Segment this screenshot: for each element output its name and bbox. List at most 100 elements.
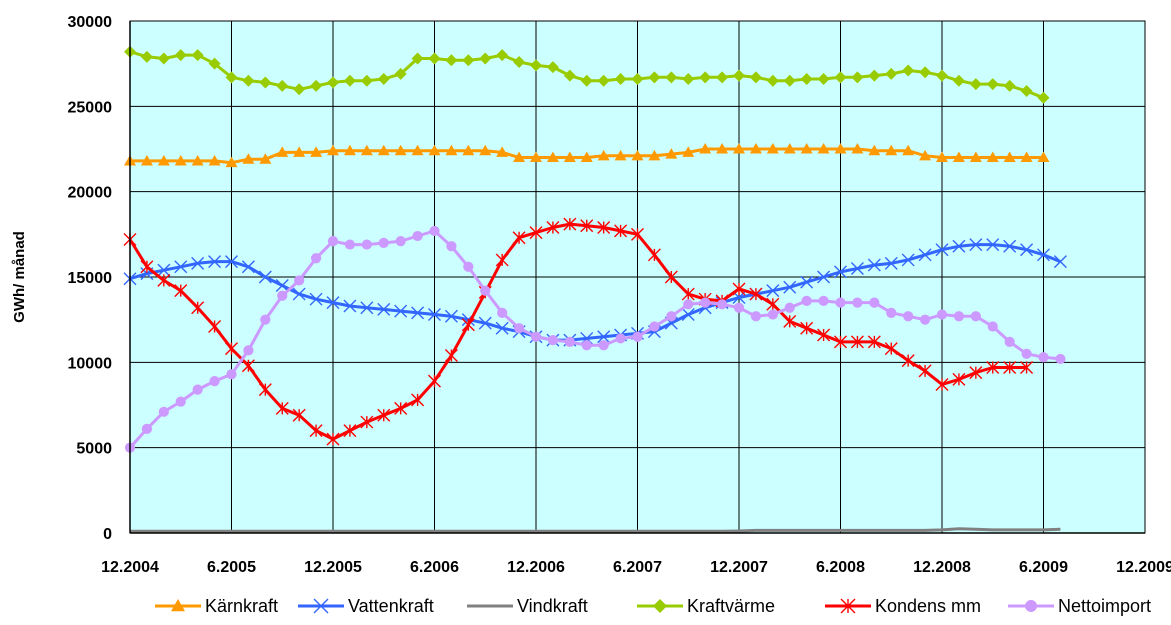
data-point — [681, 287, 695, 301]
data-point — [174, 260, 188, 274]
data-point — [614, 149, 627, 161]
data-point — [699, 143, 712, 154]
data-point — [428, 144, 441, 156]
data-point — [783, 280, 797, 294]
data-point — [952, 151, 965, 163]
data-point — [952, 239, 966, 253]
y-tick-label: 30000 — [68, 14, 113, 31]
data-point — [191, 49, 204, 62]
legend-entry: Kärnkraft — [155, 596, 278, 616]
data-point — [377, 73, 390, 86]
legend-entry: Kraftvärme — [637, 596, 775, 616]
data-point — [936, 151, 948, 163]
data-point — [377, 144, 390, 156]
x-tick-label: 6.2009 — [1019, 559, 1068, 576]
data-point — [919, 66, 932, 79]
data-point — [851, 71, 864, 84]
data-point — [226, 369, 237, 380]
data-point — [1003, 239, 1017, 253]
data-point — [749, 143, 762, 154]
data-point — [428, 52, 441, 65]
data-point — [495, 321, 509, 335]
data-point — [360, 144, 373, 156]
data-point — [700, 297, 711, 308]
legend-label: Vindkraft — [517, 596, 588, 616]
y-tick-label: 0 — [103, 526, 112, 543]
data-point — [1020, 84, 1033, 97]
data-point — [411, 52, 424, 65]
data-point — [496, 49, 509, 62]
data-point — [766, 284, 780, 298]
legend-label: Nettoimport — [1058, 596, 1151, 616]
data-point — [258, 270, 272, 284]
x-tick-label: 6.2006 — [410, 559, 459, 576]
data-point — [732, 282, 746, 296]
data-point — [394, 401, 408, 415]
data-point — [970, 311, 981, 322]
data-point — [445, 144, 458, 156]
data-point — [767, 309, 778, 320]
data-point — [1025, 600, 1037, 612]
data-point — [902, 64, 915, 77]
data-point — [530, 331, 542, 342]
data-point — [580, 151, 593, 163]
data-point — [580, 74, 593, 87]
data-point — [986, 78, 999, 91]
series-line — [130, 527, 1061, 533]
data-point — [326, 432, 340, 446]
x-tick-label: 12.2009 — [1116, 559, 1171, 576]
data-point — [171, 599, 185, 612]
data-point — [766, 297, 780, 311]
data-point — [733, 69, 745, 82]
data-point — [276, 146, 289, 157]
data-point — [258, 383, 272, 397]
data-point — [243, 345, 254, 356]
data-point — [530, 59, 542, 72]
data-point — [852, 297, 863, 308]
data-point — [1003, 79, 1016, 92]
data-point — [208, 255, 222, 269]
data-point — [649, 321, 660, 332]
data-point — [242, 153, 255, 164]
data-point — [361, 239, 372, 250]
data-point — [869, 297, 880, 308]
data-point — [884, 256, 898, 270]
data-point — [546, 61, 559, 74]
data-point — [344, 239, 356, 250]
data-point — [377, 302, 391, 316]
data-point — [326, 296, 340, 310]
data-point — [208, 154, 221, 166]
data-point — [293, 146, 306, 157]
data-point — [411, 144, 424, 156]
series-kraftv-rme — [124, 45, 1050, 104]
data-point — [834, 335, 847, 349]
data-point — [818, 295, 829, 306]
data-point — [497, 307, 508, 318]
data-point — [631, 73, 644, 86]
data-point — [783, 74, 796, 87]
data-point — [546, 151, 559, 163]
legend-entry: Kondens mm — [825, 596, 981, 616]
data-point — [242, 74, 255, 87]
data-point — [885, 67, 898, 80]
data-point — [309, 424, 323, 438]
series-layer — [123, 45, 1067, 533]
data-point — [598, 340, 609, 351]
data-point — [901, 354, 915, 368]
data-point — [394, 144, 407, 156]
data-point — [175, 396, 186, 407]
data-point — [174, 49, 187, 62]
data-point — [394, 304, 408, 318]
data-point — [496, 146, 509, 157]
data-point — [275, 401, 289, 415]
data-point — [800, 321, 814, 335]
data-point — [360, 301, 374, 315]
data-point — [395, 236, 406, 247]
data-point — [597, 74, 610, 87]
data-point — [1037, 151, 1050, 163]
data-point — [343, 144, 356, 156]
data-point — [766, 74, 779, 87]
data-point — [157, 273, 171, 287]
data-point — [835, 297, 846, 308]
